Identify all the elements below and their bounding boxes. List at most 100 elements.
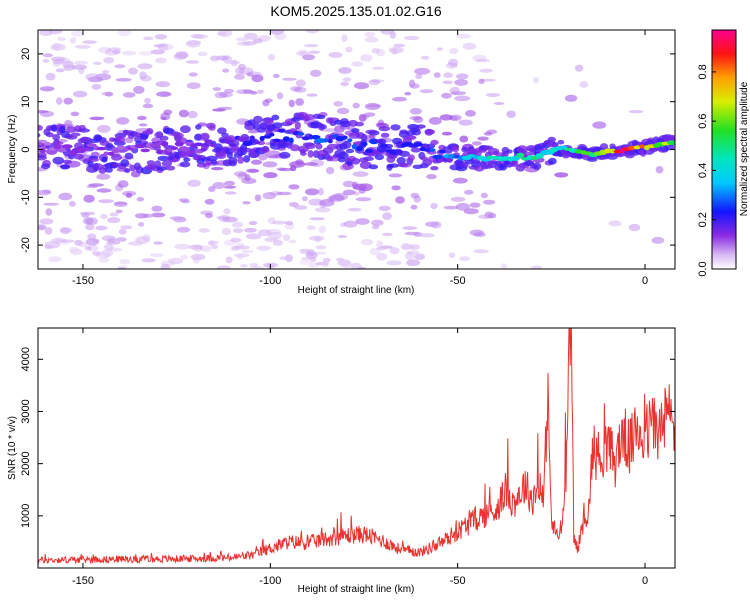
spectrogram-noise-blob [74,239,83,246]
spectrogram-ridge-halo [87,160,94,168]
spectrogram-noise-blob [60,227,73,233]
spectrogram-noise-blob [188,72,198,77]
spectrogram-ridge-halo [294,121,301,130]
spectrogram-noise-blob [115,209,123,214]
spectrogram-noise-blob [43,202,59,206]
spectrogram-noise-blob [224,185,237,189]
spectrogram-noise-blob [71,64,88,70]
spectrogram-noise-blob [378,205,391,212]
spectrogram-noise-blob [108,47,121,51]
spectrogram-ridge-halo [80,136,90,144]
spectrogram-noise-blob [215,55,229,61]
x-tick-label: -150 [72,575,94,587]
spectrogram-ridge-halo [319,124,327,130]
spectrogram-noise-blob [225,60,241,65]
spectrogram-ridge-halo [342,140,352,149]
spectrogram-ridge-halo [452,146,460,153]
spectrogram-noise-blob [506,110,516,119]
spectrogram-ridge-halo [411,129,422,136]
spectrogram-ridge-halo [300,151,307,156]
spectrogram-ridge-core [210,143,217,148]
spectrogram-ridge-halo [473,159,481,164]
spectrogram-ridge-halo [173,132,184,139]
spectrogram-noise-blob [480,192,488,199]
spectrogram-noise-blob [117,180,129,188]
spectrogram-noise-blob [410,192,420,199]
spectrogram-ridge-halo [279,151,291,159]
spectrogram-ridge-core [174,141,184,147]
spectrogram-ridge-core [254,140,261,145]
spectrogram-ridge-halo [516,145,528,154]
spectrogram-noise-blob [134,213,149,219]
spectrogram-noise-blob [413,195,421,203]
spectrogram-noise-blob [343,189,356,196]
spectrogram-ridge-core [140,148,150,153]
spectrogram-noise-blob [450,91,466,96]
spectrogram-noise-blob [244,227,257,233]
spectrogram-noise-blob [382,232,393,236]
spectrogram-noise-blob [234,74,245,80]
y-tick-label: 4000 [20,347,32,371]
spectrogram-ridge-halo [60,164,71,170]
spectrogram-ridge-halo [334,149,346,158]
spectrogram-noise-blob [285,220,294,226]
spectrogram-noise-blob [45,208,53,216]
spectrogram-noise-blob [225,256,233,264]
spectrogram-ridge-core [613,149,622,154]
spectrogram-noise-blob [212,182,226,189]
spectrogram-ridge-halo [115,135,126,144]
spectrogram-noise-blob [441,131,453,136]
spectrogram-noise-blob [91,83,102,90]
snr-y-axis-label: SNR (10 * v/v) [7,416,18,480]
spectrogram-noise-blob [69,37,77,44]
spectrogram-noise-blob [301,196,308,202]
spectrogram-noise-blob [276,191,292,196]
spectrogram-ridge-core [103,151,109,156]
spectrogram-noise-blob [115,184,124,192]
spectrogram-ridge-halo [154,160,162,169]
spectrogram-noise-blob [116,117,130,125]
spectrogram-noise-blob [282,234,291,242]
spectrogram-noise-blob [188,244,203,250]
spectrogram-noise-blob [85,73,100,81]
spectrogram-ridge-halo [38,124,43,131]
spectrogram-noise-blob [318,225,326,234]
spectrogram-noise-blob [82,217,94,225]
spectrogram-noise-blob [288,184,300,190]
spectrogram-noise-blob [48,256,62,263]
spectrogram-noise-blob [58,192,73,201]
x-tick-label: 0 [642,575,648,587]
x-tick-label: -50 [450,575,466,587]
spectrogram-noise-blob [392,96,407,102]
spectrogram-noise-blob [310,69,322,77]
spectrogram-noise-blob [454,95,471,102]
spectrogram-ridge-core [667,140,675,146]
spectrogram-noise-blob [340,81,350,87]
spectrogram-noise-blob [138,222,145,227]
spectrogram-ridge-halo [548,143,558,148]
spectrogram-noise-blob [329,194,345,202]
spectrogram-noise-blob [441,92,452,99]
spectrogram-ridge-halo [410,147,422,153]
spectrogram-ridge-core [200,147,207,152]
spectrogram-noise-blob [95,225,109,231]
spectrogram-noise-blob [314,236,322,243]
spectrogram-noise-blob [464,189,474,195]
spectrogram-ridge-halo [196,163,207,168]
spectrogram-ridge-halo [271,114,280,121]
spectrogram-noise-blob [153,44,167,48]
colorbar-tick-label: 0.2 [697,212,709,227]
spectrogram-noise-blob [92,251,101,256]
spectrogram-noise-blob [190,253,206,261]
spectrogram-noise-blob [96,173,111,180]
spectrogram-noise-blob [150,253,164,257]
spectrogram-noise-blob [389,31,397,39]
spectrogram-ridge-halo [159,135,169,141]
spectrogram-noise-blob [160,263,171,269]
spectrogram-noise-blob [369,247,381,256]
spectrogram-noise-blob [388,173,403,178]
spectrogram-ridge-halo [430,166,439,171]
spectrogram-noise-blob [79,211,96,216]
spectrogram-ridge-core [282,136,290,142]
